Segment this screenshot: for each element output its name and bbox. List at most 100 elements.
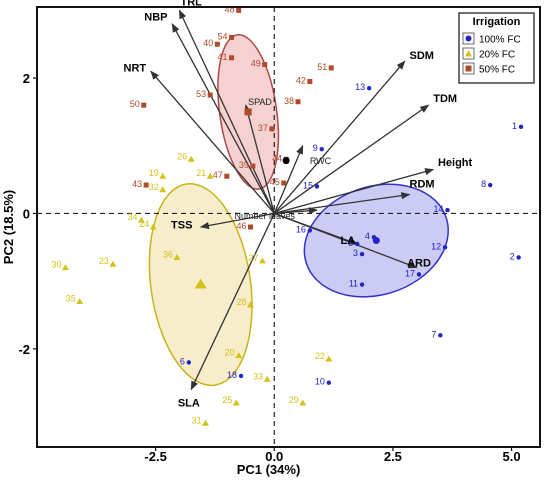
point-label-35: 35 bbox=[66, 293, 76, 303]
point-label-39: 39 bbox=[239, 160, 249, 170]
legend-label: 20% FC bbox=[479, 50, 515, 61]
point-fc20-28 bbox=[247, 301, 255, 308]
point-fc20-34 bbox=[137, 216, 145, 223]
loading-arrow-height bbox=[274, 168, 435, 215]
variable-label-trl: TRL bbox=[181, 0, 203, 9]
point-fc50-37 bbox=[269, 126, 275, 132]
point-fc100-10 bbox=[326, 380, 332, 385]
point-fc20-20 bbox=[235, 352, 243, 359]
point-fc20-25 bbox=[232, 399, 240, 406]
point-fc100-14 bbox=[445, 207, 450, 213]
point-fc50-53 bbox=[207, 92, 213, 98]
point-label-29: 29 bbox=[289, 395, 299, 405]
point-label-42: 42 bbox=[296, 75, 306, 85]
legend-label: 100% FC bbox=[479, 35, 521, 46]
point-label-45: 45 bbox=[270, 177, 280, 187]
plot-frame bbox=[36, 6, 541, 448]
point-label-10: 10 bbox=[315, 377, 325, 387]
point-label-26: 26 bbox=[177, 151, 187, 161]
point-label-38: 38 bbox=[284, 96, 294, 106]
x-tick-label: 0.0 bbox=[265, 449, 283, 464]
point-fc20-31 bbox=[201, 419, 209, 426]
point-label-19: 19 bbox=[149, 168, 159, 178]
point-label-17: 17 bbox=[405, 268, 415, 278]
point-fc20-33 bbox=[263, 375, 271, 382]
point-fc20-30 bbox=[61, 264, 69, 271]
point-label-47: 47 bbox=[213, 170, 223, 180]
point-label-18: 18 bbox=[227, 370, 237, 380]
point-fc100-15 bbox=[314, 184, 320, 189]
variable-label-sla: SLA bbox=[178, 397, 200, 409]
point-fc20-26 bbox=[187, 155, 195, 162]
x-axis-title: PC1 (34%) bbox=[237, 462, 301, 477]
point-fc20-32 bbox=[159, 186, 167, 193]
point-label-3: 3 bbox=[353, 248, 358, 258]
point-label-20: 20 bbox=[225, 348, 235, 358]
point-fc50-47 bbox=[224, 173, 230, 179]
variable-label-height: Height bbox=[438, 157, 473, 169]
loading-arrow-tss bbox=[199, 212, 275, 230]
point-fc20-19 bbox=[159, 172, 167, 179]
legend-marker-square bbox=[465, 65, 472, 72]
point-fc50-50 bbox=[141, 102, 147, 108]
point-label-53: 53 bbox=[196, 89, 206, 99]
point-label-7: 7 bbox=[431, 329, 436, 339]
loading-arrow-tdm bbox=[273, 104, 430, 214]
point-fc50-49 bbox=[262, 62, 268, 68]
loading-arrow-ard bbox=[274, 212, 418, 269]
point-fc100-3 bbox=[359, 251, 365, 257]
x-tick-label: -2.5 bbox=[144, 449, 166, 464]
y-tick-label: 0 bbox=[23, 206, 30, 221]
point-label-23: 23 bbox=[99, 256, 109, 266]
loading-arrow-spad bbox=[244, 104, 275, 214]
point-fc100-12 bbox=[442, 245, 448, 250]
point-label-51: 51 bbox=[317, 62, 327, 72]
point-fc50-42 bbox=[307, 78, 313, 84]
loading-arrow-rwc bbox=[273, 144, 304, 214]
point-label-43: 43 bbox=[132, 179, 142, 189]
point-fc100-2 bbox=[516, 255, 521, 260]
point-fc100-6 bbox=[186, 360, 192, 365]
legend-marker-circle bbox=[465, 35, 472, 42]
point-label-44: 44 bbox=[272, 153, 282, 163]
point-label-9: 9 bbox=[313, 143, 318, 153]
point-label-32: 32 bbox=[149, 182, 159, 192]
point-label-46: 46 bbox=[237, 221, 247, 231]
point-fc50-45 bbox=[281, 180, 287, 186]
variable-label-rdm: RDM bbox=[410, 179, 435, 191]
variable-label-nbp: NBP bbox=[144, 12, 167, 24]
centroid-fc100 bbox=[372, 237, 380, 245]
point-fc100-1 bbox=[518, 124, 524, 130]
point-fc50-39 bbox=[250, 163, 256, 169]
point-label-12: 12 bbox=[431, 241, 441, 251]
point-fc100-16 bbox=[307, 228, 313, 233]
point-fc100-11 bbox=[359, 282, 365, 287]
point-label-36: 36 bbox=[163, 249, 173, 259]
x-tick-label: 5.0 bbox=[502, 449, 520, 464]
point-label-41: 41 bbox=[218, 52, 228, 62]
variable-label-ard: ARD bbox=[407, 257, 431, 269]
legend-title: Irrigation bbox=[473, 16, 521, 28]
point-label-49: 49 bbox=[251, 59, 261, 69]
point-fc20-21 bbox=[206, 172, 214, 179]
point-fc20-24 bbox=[149, 223, 157, 230]
point-fc50-41 bbox=[229, 55, 235, 61]
point-label-40: 40 bbox=[203, 38, 213, 48]
point-fc50-43 bbox=[143, 182, 149, 188]
centroid-fc20 bbox=[194, 278, 207, 289]
point-label-34: 34 bbox=[127, 212, 137, 222]
variable-label-number-leaves: Number leaves bbox=[235, 211, 296, 221]
loading-arrow-sdm bbox=[273, 60, 406, 214]
variable-label-tss: TSS bbox=[171, 219, 192, 231]
point-label-31: 31 bbox=[191, 415, 201, 425]
point-label-13: 13 bbox=[355, 82, 365, 92]
point-label-24: 24 bbox=[139, 219, 149, 229]
point-label-27: 27 bbox=[248, 253, 258, 263]
variable-label-spad: SPAD bbox=[248, 97, 272, 107]
point-label-16: 16 bbox=[296, 224, 306, 234]
point-label-8: 8 bbox=[481, 179, 486, 189]
point-label-28: 28 bbox=[237, 297, 247, 307]
point-fc20-29 bbox=[299, 399, 307, 406]
point-fc100-17 bbox=[416, 272, 422, 277]
